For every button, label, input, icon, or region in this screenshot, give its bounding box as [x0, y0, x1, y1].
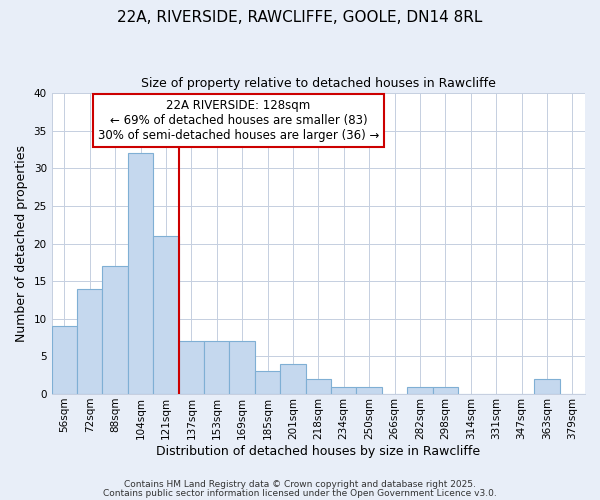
Text: Contains HM Land Registry data © Crown copyright and database right 2025.: Contains HM Land Registry data © Crown c… — [124, 480, 476, 489]
X-axis label: Distribution of detached houses by size in Rawcliffe: Distribution of detached houses by size … — [156, 444, 481, 458]
Text: 22A RIVERSIDE: 128sqm
← 69% of detached houses are smaller (83)
30% of semi-deta: 22A RIVERSIDE: 128sqm ← 69% of detached … — [98, 99, 379, 142]
Bar — [331, 386, 356, 394]
Bar — [534, 379, 560, 394]
Bar — [153, 236, 179, 394]
Bar — [407, 386, 433, 394]
Bar — [103, 266, 128, 394]
Bar — [229, 342, 255, 394]
Bar — [77, 288, 103, 394]
Bar — [52, 326, 77, 394]
Bar — [255, 372, 280, 394]
Bar — [280, 364, 305, 394]
Bar — [305, 379, 331, 394]
Title: Size of property relative to detached houses in Rawcliffe: Size of property relative to detached ho… — [141, 78, 496, 90]
Bar — [128, 154, 153, 394]
Bar — [204, 342, 229, 394]
Bar — [356, 386, 382, 394]
Bar — [433, 386, 458, 394]
Bar — [179, 342, 204, 394]
Text: Contains public sector information licensed under the Open Government Licence v3: Contains public sector information licen… — [103, 488, 497, 498]
Text: 22A, RIVERSIDE, RAWCLIFFE, GOOLE, DN14 8RL: 22A, RIVERSIDE, RAWCLIFFE, GOOLE, DN14 8… — [118, 10, 482, 25]
Y-axis label: Number of detached properties: Number of detached properties — [15, 145, 28, 342]
